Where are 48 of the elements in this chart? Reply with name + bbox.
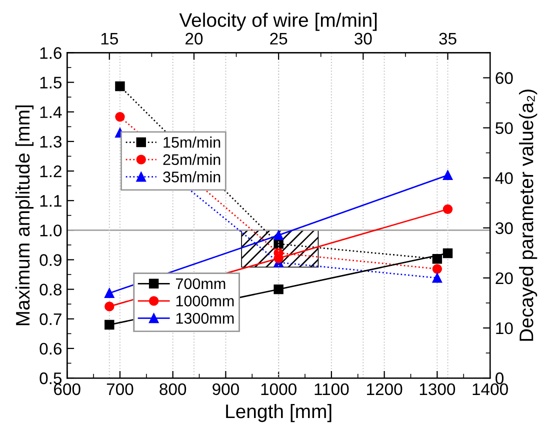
- y-axis-title: Maximum amplitude [mm]: [15, 105, 34, 326]
- x2-tick-label: 30: [354, 32, 372, 45]
- y-tick-label: 1.1: [40, 195, 62, 207]
- y-tick-label: 0.9: [40, 254, 62, 266]
- x-tick-label: 800: [160, 383, 186, 396]
- legend-label: 700mm: [176, 278, 226, 290]
- y2-tick-label: 40: [495, 172, 513, 184]
- y-tick-label: 0.7: [40, 313, 62, 326]
- x-axis-title: Length [mm]: [226, 404, 332, 422]
- x2-tick-label: 15: [101, 32, 118, 45]
- x-tick-label: 600: [54, 383, 80, 396]
- y2-axis-title: Decayed parameter value(a₂): [519, 90, 538, 341]
- x2-axis-title: Velocity of wire [m/min]: [179, 12, 377, 31]
- y2-tick-label: 30: [496, 222, 513, 234]
- y2-tick-label: 50: [496, 122, 513, 134]
- y-tick-label: 1.3: [40, 136, 62, 148]
- y-tick-label: 0.5: [40, 372, 62, 384]
- point: [274, 239, 284, 249]
- legend-label: 1300mm: [176, 312, 234, 324]
- x-tick-label: 1400: [472, 383, 508, 396]
- y-tick-label: 1.4: [40, 106, 62, 118]
- x-tick-label: 700: [106, 383, 134, 396]
- y2-tick-label: 60: [496, 72, 513, 84]
- legend-label: 25m/min: [163, 154, 220, 166]
- y-tick-label: 0.8: [40, 284, 62, 296]
- legend-label: 15m/min: [164, 136, 220, 148]
- x-tick-label: 900: [212, 383, 239, 396]
- y2-tick-label: 20: [496, 272, 513, 284]
- y2-tick-label: 10: [496, 322, 513, 334]
- x-tick-label: 1000: [261, 383, 296, 396]
- point: [115, 112, 125, 122]
- x2-tick-label: 25: [270, 32, 288, 45]
- y-tick-label: 0.6: [40, 342, 62, 355]
- legend-label: 35m/min: [163, 171, 220, 182]
- y-tick-label: 1.2: [40, 165, 62, 178]
- y2-tick-label: 0: [496, 372, 504, 384]
- legend-label: 1000mm: [176, 296, 234, 306]
- y-tick-label: 1.5: [40, 76, 62, 89]
- x-tick-label: 1300: [420, 383, 456, 396]
- x-tick-label: 1200: [367, 383, 402, 396]
- x2-tick-label: 35: [439, 32, 456, 45]
- point: [432, 264, 442, 274]
- x2-tick-label: 20: [186, 32, 203, 45]
- y-tick-label: 1.0: [40, 224, 62, 236]
- point: [432, 273, 442, 283]
- point: [115, 81, 125, 92]
- y-tick-label: 1.6: [40, 47, 62, 59]
- x-tick-label: 1100: [314, 383, 349, 396]
